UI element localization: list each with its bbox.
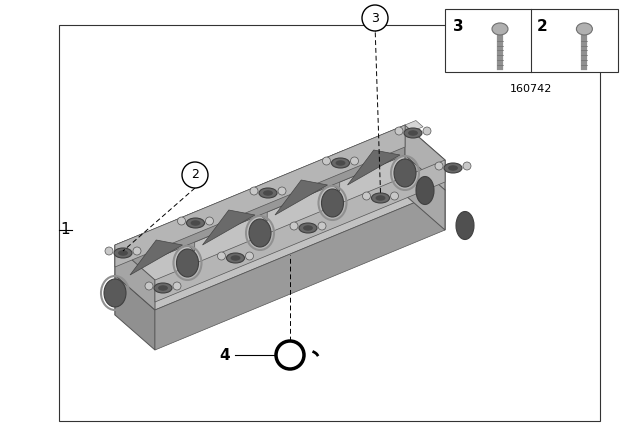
- Ellipse shape: [104, 279, 126, 307]
- Polygon shape: [115, 275, 155, 350]
- Circle shape: [435, 162, 443, 170]
- Circle shape: [395, 127, 403, 135]
- Ellipse shape: [259, 188, 277, 198]
- Ellipse shape: [118, 250, 128, 256]
- Polygon shape: [188, 215, 195, 251]
- Bar: [445, 9, 618, 72]
- Circle shape: [423, 127, 431, 135]
- Polygon shape: [115, 125, 405, 275]
- Polygon shape: [405, 121, 423, 131]
- Polygon shape: [115, 155, 405, 315]
- Circle shape: [246, 252, 253, 260]
- Polygon shape: [115, 241, 133, 251]
- Text: 3: 3: [453, 19, 463, 34]
- Ellipse shape: [444, 163, 462, 173]
- Text: 160742: 160742: [510, 84, 552, 94]
- Polygon shape: [115, 125, 405, 267]
- Ellipse shape: [376, 195, 385, 201]
- Circle shape: [205, 217, 214, 225]
- Circle shape: [323, 157, 330, 165]
- Circle shape: [133, 247, 141, 255]
- Polygon shape: [260, 181, 278, 191]
- Ellipse shape: [230, 255, 241, 261]
- Ellipse shape: [408, 130, 418, 136]
- Circle shape: [318, 222, 326, 230]
- Ellipse shape: [299, 223, 317, 233]
- Ellipse shape: [492, 23, 508, 35]
- Ellipse shape: [227, 253, 244, 263]
- Circle shape: [173, 282, 181, 290]
- Ellipse shape: [158, 285, 168, 291]
- Ellipse shape: [335, 160, 346, 166]
- Ellipse shape: [321, 189, 344, 217]
- Circle shape: [145, 282, 153, 290]
- Polygon shape: [405, 155, 445, 230]
- Circle shape: [362, 5, 388, 31]
- Ellipse shape: [416, 177, 434, 204]
- Circle shape: [351, 157, 358, 165]
- Text: 4: 4: [220, 348, 230, 362]
- Polygon shape: [405, 125, 445, 230]
- Circle shape: [250, 187, 258, 195]
- Ellipse shape: [371, 193, 390, 203]
- Ellipse shape: [114, 248, 132, 258]
- Ellipse shape: [186, 218, 205, 228]
- Polygon shape: [155, 190, 445, 350]
- Polygon shape: [130, 240, 182, 275]
- Ellipse shape: [577, 23, 593, 35]
- Polygon shape: [115, 245, 122, 281]
- Text: 2: 2: [537, 19, 548, 34]
- Text: 1: 1: [60, 223, 70, 237]
- Polygon shape: [260, 185, 268, 221]
- Ellipse shape: [177, 249, 198, 277]
- Ellipse shape: [456, 211, 474, 240]
- Polygon shape: [348, 150, 400, 185]
- Circle shape: [463, 162, 471, 170]
- Ellipse shape: [448, 165, 458, 171]
- Circle shape: [390, 192, 399, 200]
- Circle shape: [278, 187, 286, 195]
- Polygon shape: [115, 155, 445, 310]
- Polygon shape: [202, 210, 255, 245]
- Ellipse shape: [303, 225, 313, 231]
- Circle shape: [105, 247, 113, 255]
- Circle shape: [290, 222, 298, 230]
- Ellipse shape: [191, 220, 200, 226]
- Polygon shape: [333, 151, 351, 161]
- Polygon shape: [333, 155, 340, 191]
- Text: 2: 2: [191, 168, 199, 181]
- Polygon shape: [275, 180, 328, 215]
- Polygon shape: [188, 211, 205, 221]
- Ellipse shape: [332, 158, 349, 168]
- Circle shape: [218, 252, 225, 260]
- Polygon shape: [155, 160, 445, 302]
- Polygon shape: [405, 125, 412, 161]
- Ellipse shape: [249, 219, 271, 247]
- Ellipse shape: [404, 128, 422, 138]
- Polygon shape: [405, 125, 445, 190]
- Polygon shape: [115, 245, 155, 310]
- Bar: [59, 25, 600, 421]
- Ellipse shape: [154, 283, 172, 293]
- Circle shape: [177, 217, 186, 225]
- Ellipse shape: [394, 159, 416, 187]
- Ellipse shape: [263, 190, 273, 196]
- Circle shape: [362, 192, 371, 200]
- Circle shape: [182, 162, 208, 188]
- Text: 3: 3: [371, 12, 379, 25]
